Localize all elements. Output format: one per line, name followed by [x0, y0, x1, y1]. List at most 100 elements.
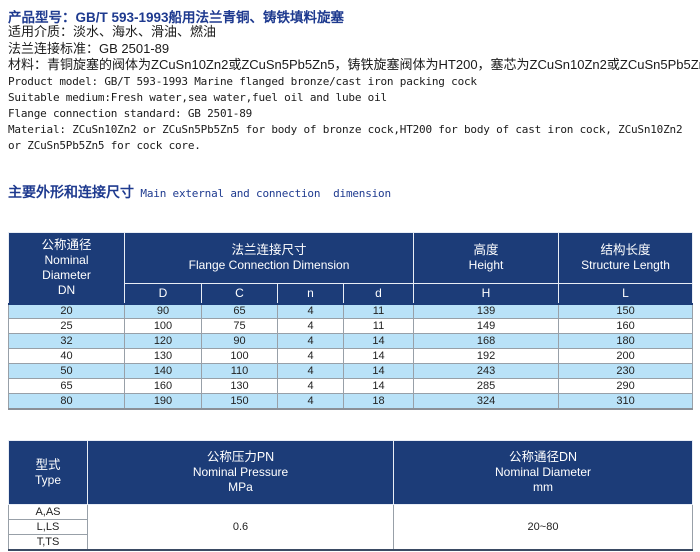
- cell-d: 18: [342, 393, 415, 409]
- cell-H: 168: [413, 333, 560, 349]
- cell-C: 130: [201, 378, 278, 394]
- type-cell: T,TS: [8, 534, 88, 550]
- product-model-en: Product model: GB/T 593-1993 Marine flan…: [8, 75, 477, 88]
- section-heading: 主要外形和连接尺寸 Main external and connection d…: [8, 182, 391, 202]
- table-row: 65 160 130 4 14 285 290: [8, 378, 694, 394]
- cell-n: 4: [277, 363, 344, 379]
- cell-n: 4: [277, 393, 344, 409]
- cell-dn: 40: [8, 348, 125, 364]
- flange-standard-en: Flange connection standard: GB 2501-89: [8, 107, 253, 120]
- product-model-title: 产品型号：GB/T 593-1993船用法兰青铜、铸铁填料旋塞: [8, 10, 345, 25]
- cell-L: 200: [558, 348, 694, 364]
- dim-header-dn-sub: DN: [57, 282, 76, 297]
- dn-value-cell: 20~80: [393, 504, 693, 550]
- type-cell: A,AS: [8, 504, 88, 520]
- cell-C: 75: [201, 318, 278, 334]
- dim-header-length-cn: 结构长度: [600, 243, 651, 257]
- cell-C: 110: [201, 363, 278, 379]
- dim-header-flange-en: Flange Connection Dimension: [188, 258, 350, 272]
- cell-d: 14: [342, 348, 415, 364]
- table-row: 32 120 90 4 14 168 180: [8, 333, 694, 349]
- dim-header-dn-en1: Nominal: [44, 252, 89, 267]
- cell-dn: 32: [8, 333, 125, 349]
- cell-n: 4: [277, 302, 344, 319]
- table-row: A,AS 0.6 20~80: [8, 504, 693, 550]
- section-heading-cn: 主要外形和连接尺寸: [8, 184, 134, 200]
- dn-header: 公称通径DN Nominal Diameter mm: [393, 440, 693, 505]
- cell-H: 324: [413, 393, 560, 409]
- cell-H: 192: [413, 348, 560, 364]
- cell-D: 140: [124, 363, 202, 379]
- dn-header-cn: 公称通径DN: [508, 450, 578, 464]
- cell-L: 150: [558, 302, 694, 319]
- dim-subheader-L: L: [558, 283, 694, 304]
- cell-L: 310: [558, 393, 694, 409]
- table-row: 80 190 150 4 18 324 310: [8, 393, 694, 409]
- dim-subheader-d: d: [342, 283, 415, 304]
- cell-L: 160: [558, 318, 694, 334]
- cell-C: 90: [201, 333, 278, 349]
- pn-header-unit: MPa: [228, 480, 253, 494]
- cell-n: 4: [277, 378, 344, 394]
- dim-header-dn-en2: Diameter: [42, 267, 91, 282]
- cell-H: 139: [413, 302, 560, 319]
- dim-header-height-en: Height: [468, 258, 504, 272]
- flange-standard-cn: 法兰连接标准：GB 2501-89: [8, 41, 170, 56]
- cell-H: 285: [413, 378, 560, 394]
- cell-L: 230: [558, 363, 694, 379]
- dim-subheader-D: D: [124, 283, 202, 304]
- cell-dn: 20: [8, 302, 125, 319]
- cell-C: 65: [201, 302, 278, 319]
- cell-dn: 80: [8, 393, 125, 409]
- type-header-en: Type: [34, 472, 61, 487]
- cell-H: 149: [413, 318, 560, 334]
- type-table-header-row: 型式 Type 公称压力PN Nominal Pressure MPa 公称通径…: [8, 440, 693, 505]
- dn-header-en: Nominal Diameter: [494, 465, 592, 479]
- suitable-medium-cn: 适用介质：淡水、海水、滑油、燃油: [8, 24, 217, 39]
- cell-d: 14: [342, 378, 415, 394]
- cell-D: 190: [124, 393, 202, 409]
- dim-header-height: 高度 Height: [413, 232, 560, 284]
- cell-D: 130: [124, 348, 202, 364]
- cell-D: 90: [124, 302, 202, 319]
- cell-dn: 65: [8, 378, 125, 394]
- material-en-line2: or ZCuSn5Pb5Zn5 for cock core.: [8, 139, 201, 152]
- type-cell: L,LS: [8, 519, 88, 535]
- cell-d: 11: [342, 318, 415, 334]
- cell-D: 160: [124, 378, 202, 394]
- pn-value-cell: 0.6: [87, 504, 394, 550]
- cell-n: 4: [277, 333, 344, 349]
- pn-header-cn: 公称压力PN: [206, 450, 275, 464]
- cell-dn: 25: [8, 318, 125, 334]
- material-en-line1: Material: ZCuSn10Zn2 or ZCuSn5Pb5Zn5 for…: [8, 123, 683, 136]
- dim-header-dn-cn: 公称通径: [41, 237, 92, 252]
- dim-header-flange-cn: 法兰连接尺寸: [231, 243, 307, 257]
- pn-header: 公称压力PN Nominal Pressure MPa: [87, 440, 394, 505]
- type-pressure-table: 型式 Type 公称压力PN Nominal Pressure MPa 公称通径…: [8, 440, 693, 551]
- cell-L: 180: [558, 333, 694, 349]
- dim-subheader-H: H: [413, 283, 560, 304]
- cell-dn: 50: [8, 363, 125, 379]
- cell-d: 14: [342, 363, 415, 379]
- dim-header-height-cn: 高度: [473, 243, 499, 257]
- dim-header-length-en: Structure Length: [581, 258, 670, 272]
- dim-table-header-row-1: 公称通径 Nominal Diameter DN 法兰连接尺寸 Flange C…: [8, 232, 694, 304]
- table-row: 20 90 65 4 11 139 150: [8, 302, 694, 319]
- dim-header-flange: 法兰连接尺寸 Flange Connection Dimension: [123, 232, 415, 284]
- section-heading-en: Main external and connection dimension: [134, 187, 391, 200]
- cell-D: 120: [124, 333, 202, 349]
- dn-header-unit: mm: [533, 480, 553, 494]
- type-header-cn: 型式: [35, 457, 61, 472]
- cell-C: 100: [201, 348, 278, 364]
- pn-header-en: Nominal Pressure: [192, 465, 289, 479]
- dim-subheader-n: n: [277, 283, 344, 304]
- dim-subheader-C: C: [201, 283, 278, 304]
- dim-header-structure-length: 结构长度 Structure Length: [558, 232, 694, 284]
- cell-D: 100: [124, 318, 202, 334]
- table-row: 25 100 75 4 11 149 160: [8, 318, 694, 334]
- type-header: 型式 Type: [8, 440, 88, 505]
- suitable-medium-en: Suitable medium:Fresh water,sea water,fu…: [8, 91, 387, 104]
- cell-n: 4: [277, 318, 344, 334]
- table-row: 50 140 110 4 14 243 230: [8, 363, 694, 379]
